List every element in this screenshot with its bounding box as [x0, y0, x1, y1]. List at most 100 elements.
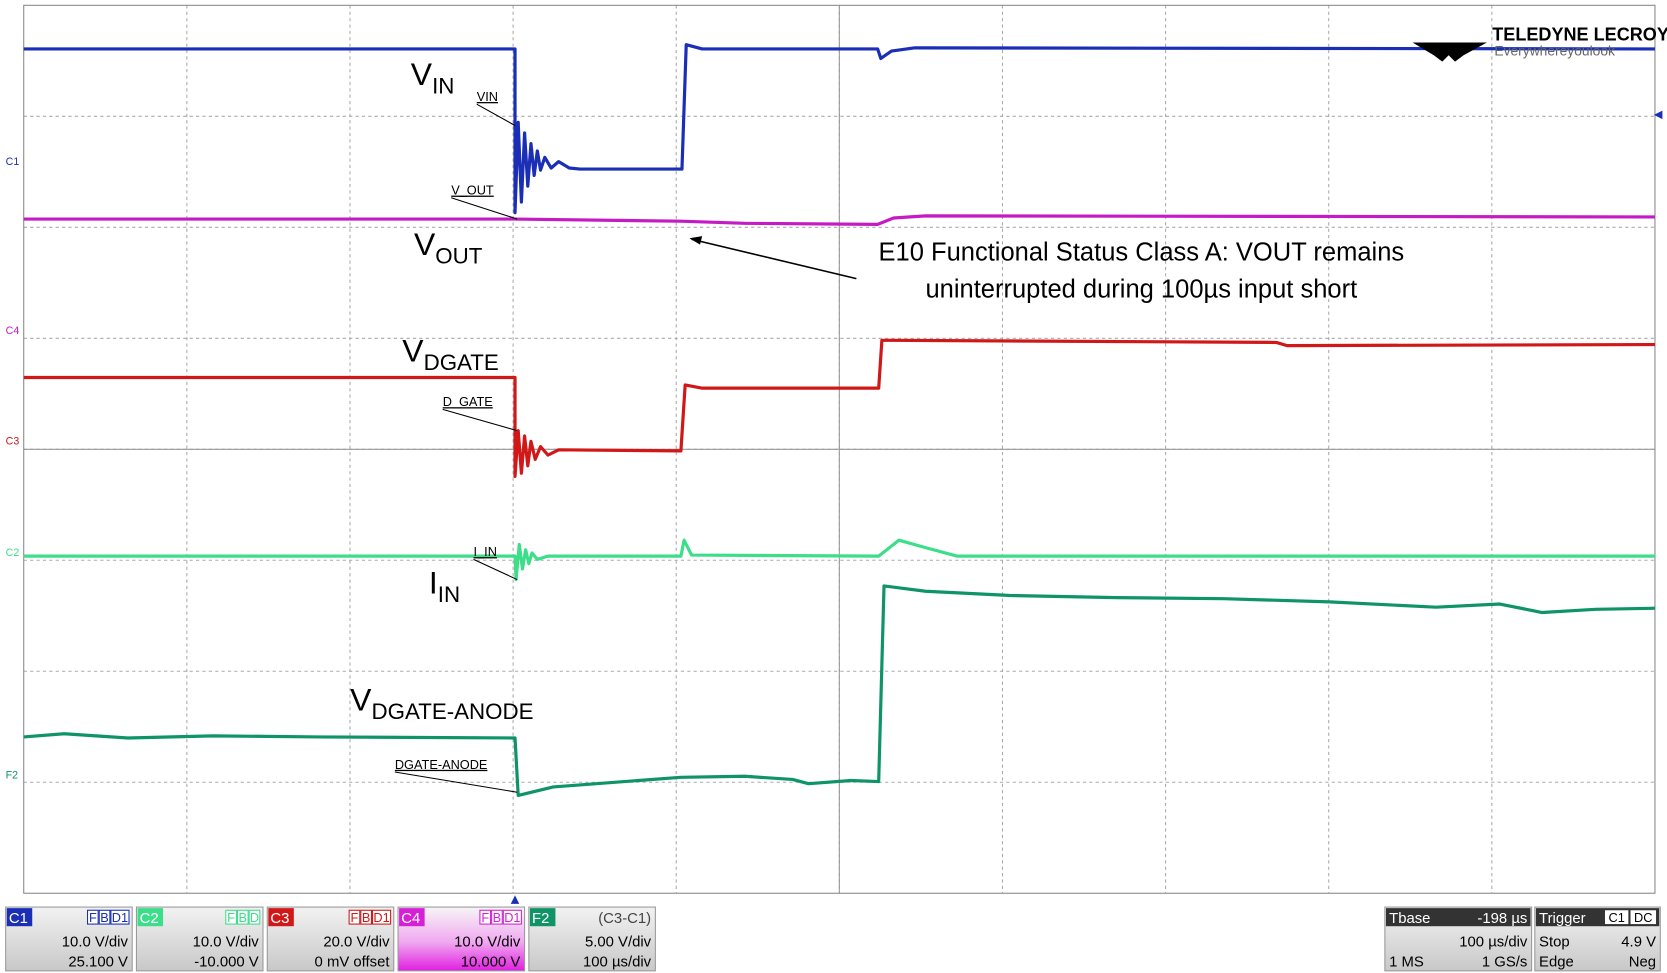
channel-name: C1 [9, 911, 28, 927]
label-main: V [411, 56, 433, 92]
trigger-coupling: DC [1634, 910, 1652, 925]
channel-flag [248, 909, 261, 925]
channel-name: C4 [401, 911, 420, 927]
leader [451, 197, 518, 220]
channel-flag [371, 909, 392, 925]
channel-tag [399, 908, 425, 927]
channel-marker: C2 [6, 547, 20, 559]
label-sub: DGATE [424, 350, 499, 375]
label-sub: DGATE-ANODE [371, 699, 533, 724]
logo-tagline: Everywhereyoulook [1494, 42, 1615, 58]
probe-label: I_IN [474, 544, 497, 559]
probe-label: VIN [477, 89, 498, 104]
channel-flag [348, 909, 361, 925]
channel-flag-text: D1 [373, 910, 389, 925]
timebase-delay: -198 µs [1477, 911, 1527, 927]
probe-label: DGATE-ANODE [395, 757, 488, 772]
channel-flag-text: F [351, 910, 359, 925]
channel-flag-text: B [362, 910, 371, 925]
channel-name: F2 [532, 911, 549, 927]
trigger-position-marker [510, 895, 520, 904]
trace-label: VOUT [414, 226, 483, 269]
channel-flag [98, 909, 111, 925]
leader [394, 771, 518, 793]
channel-flag [236, 909, 249, 925]
channel-flag-text: D [250, 910, 259, 925]
trace-dgate [23, 338, 1655, 478]
trigger-source: C1 [1609, 910, 1625, 925]
timebase-header [1385, 908, 1531, 927]
trigger-type: Edge [1539, 955, 1574, 971]
trigger-title: Trigger [1539, 911, 1586, 927]
label-sub: IN [432, 74, 454, 99]
leader [473, 558, 518, 581]
label-sub: IN [438, 582, 460, 607]
channel-tag [529, 908, 556, 927]
logo-brand: TELEDYNE LECROY [1492, 24, 1667, 44]
label-main: V [402, 333, 424, 369]
plot-frame [23, 4, 1656, 894]
channel-flag-text: F [227, 910, 235, 925]
graticule [23, 5, 1655, 894]
trigger-level-marker [1653, 110, 1663, 120]
timebase-title: Tbase [1389, 911, 1430, 927]
channel-flag-text: D1 [112, 910, 128, 925]
channel-tag [268, 908, 294, 927]
channel-scale: 10.0 V/div [454, 934, 521, 950]
label-sub: OUT [435, 244, 482, 269]
channel-name: C3 [270, 911, 289, 927]
trigger-source-box [1604, 910, 1629, 925]
channel-offset: 100 µs/div [583, 955, 652, 971]
leader [442, 408, 518, 432]
annotation-line: E10 Functional Status Class A: VOUT rema… [879, 239, 1405, 267]
logo-mark [1412, 42, 1487, 62]
trace-label: VDGATE-ANODE [350, 681, 533, 724]
trigger-slope: Neg [1629, 955, 1656, 971]
channel-flag [110, 909, 130, 925]
channel-flag [87, 909, 99, 925]
channel-tag [137, 908, 164, 927]
channel-flag-text: B [239, 910, 248, 925]
channel-flag-text: F [89, 910, 97, 925]
annotation-arrow [691, 238, 857, 280]
trace-vin [23, 43, 1655, 215]
channel-marker: C1 [6, 156, 20, 168]
trigger-mode: Stop [1539, 934, 1570, 950]
channel-scale: 10.0 V/div [62, 934, 129, 950]
trace-vout [23, 214, 1655, 226]
leader [476, 103, 516, 126]
channel-flag [479, 909, 492, 925]
trace-label: VIN [411, 56, 455, 99]
channel-offset: -10.000 V [194, 955, 259, 971]
label-main: V [414, 226, 436, 262]
trace-dgate-anode [23, 584, 1655, 798]
trigger-level: 4.9 V [1621, 934, 1656, 950]
trace-label: IIN [429, 564, 460, 607]
channel-name: C2 [140, 911, 159, 927]
channel-flag-text: B [493, 910, 502, 925]
channel-scale: 5.00 V/div [585, 934, 652, 950]
channel-offset: 10.000 V [461, 955, 521, 971]
channel-offset: 0 mV offset [315, 955, 391, 971]
arrow-head [689, 236, 703, 245]
channel-marker: F2 [6, 769, 18, 781]
trace-iin [23, 538, 1655, 582]
channel-formula: (C3-C1) [598, 911, 651, 927]
channel-flag [491, 909, 503, 925]
channel-flag [502, 909, 522, 925]
timebase-scale: 100 µs/div [1459, 934, 1528, 950]
trace-label: VDGATE [402, 333, 499, 376]
channel-marker: C4 [6, 325, 20, 337]
timebase-points: 1 MS [1389, 955, 1424, 971]
channel-tag [6, 908, 33, 927]
probe-label: V_OUT [451, 183, 494, 198]
label-main: V [350, 681, 372, 717]
channel-scale: 10.0 V/div [193, 934, 260, 950]
channel-flag-text: D1 [504, 910, 520, 925]
channel-marker: C3 [6, 435, 20, 447]
channel-flag [225, 909, 237, 925]
